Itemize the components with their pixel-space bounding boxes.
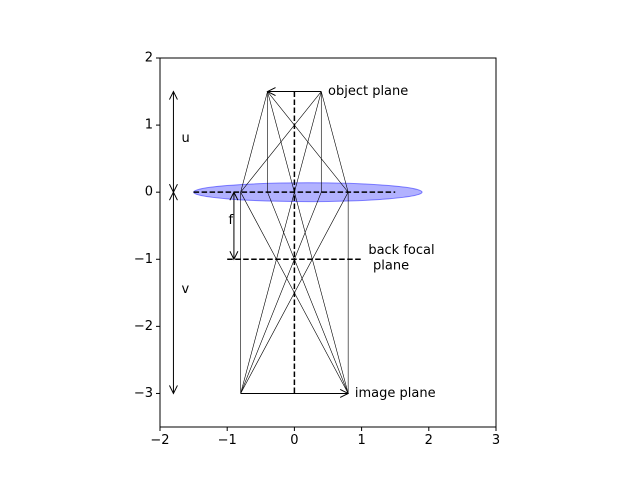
annotation-object-plane: object plane [328,84,408,99]
annotation-v: v [182,282,190,297]
y-tick-label: −3 [134,386,153,401]
ray-6 [240,91,322,394]
annotation-plane: plane [373,258,409,273]
ray-3 [267,91,349,394]
y-tick-label: −1 [134,252,153,267]
y-tick-label: 2 [145,51,153,66]
y-tick-label: 1 [145,118,153,133]
x-tick-label: −1 [218,433,237,448]
annotation-back-focal: back focal [368,243,434,258]
x-tick-label: −2 [150,433,169,448]
annotation-u: u [182,131,190,146]
x-tick-label: 2 [425,433,433,448]
y-tick-label: −2 [134,319,153,334]
ray-7 [240,91,322,394]
plot-frame [159,57,497,428]
x-tick-label: 1 [357,433,365,448]
x-tick-label: 0 [290,433,298,448]
annotation-image-plane: image plane [355,386,436,401]
y-tick-label: 0 [145,185,153,200]
annotation-f: f [229,213,234,228]
x-tick-label: 3 [492,433,500,448]
